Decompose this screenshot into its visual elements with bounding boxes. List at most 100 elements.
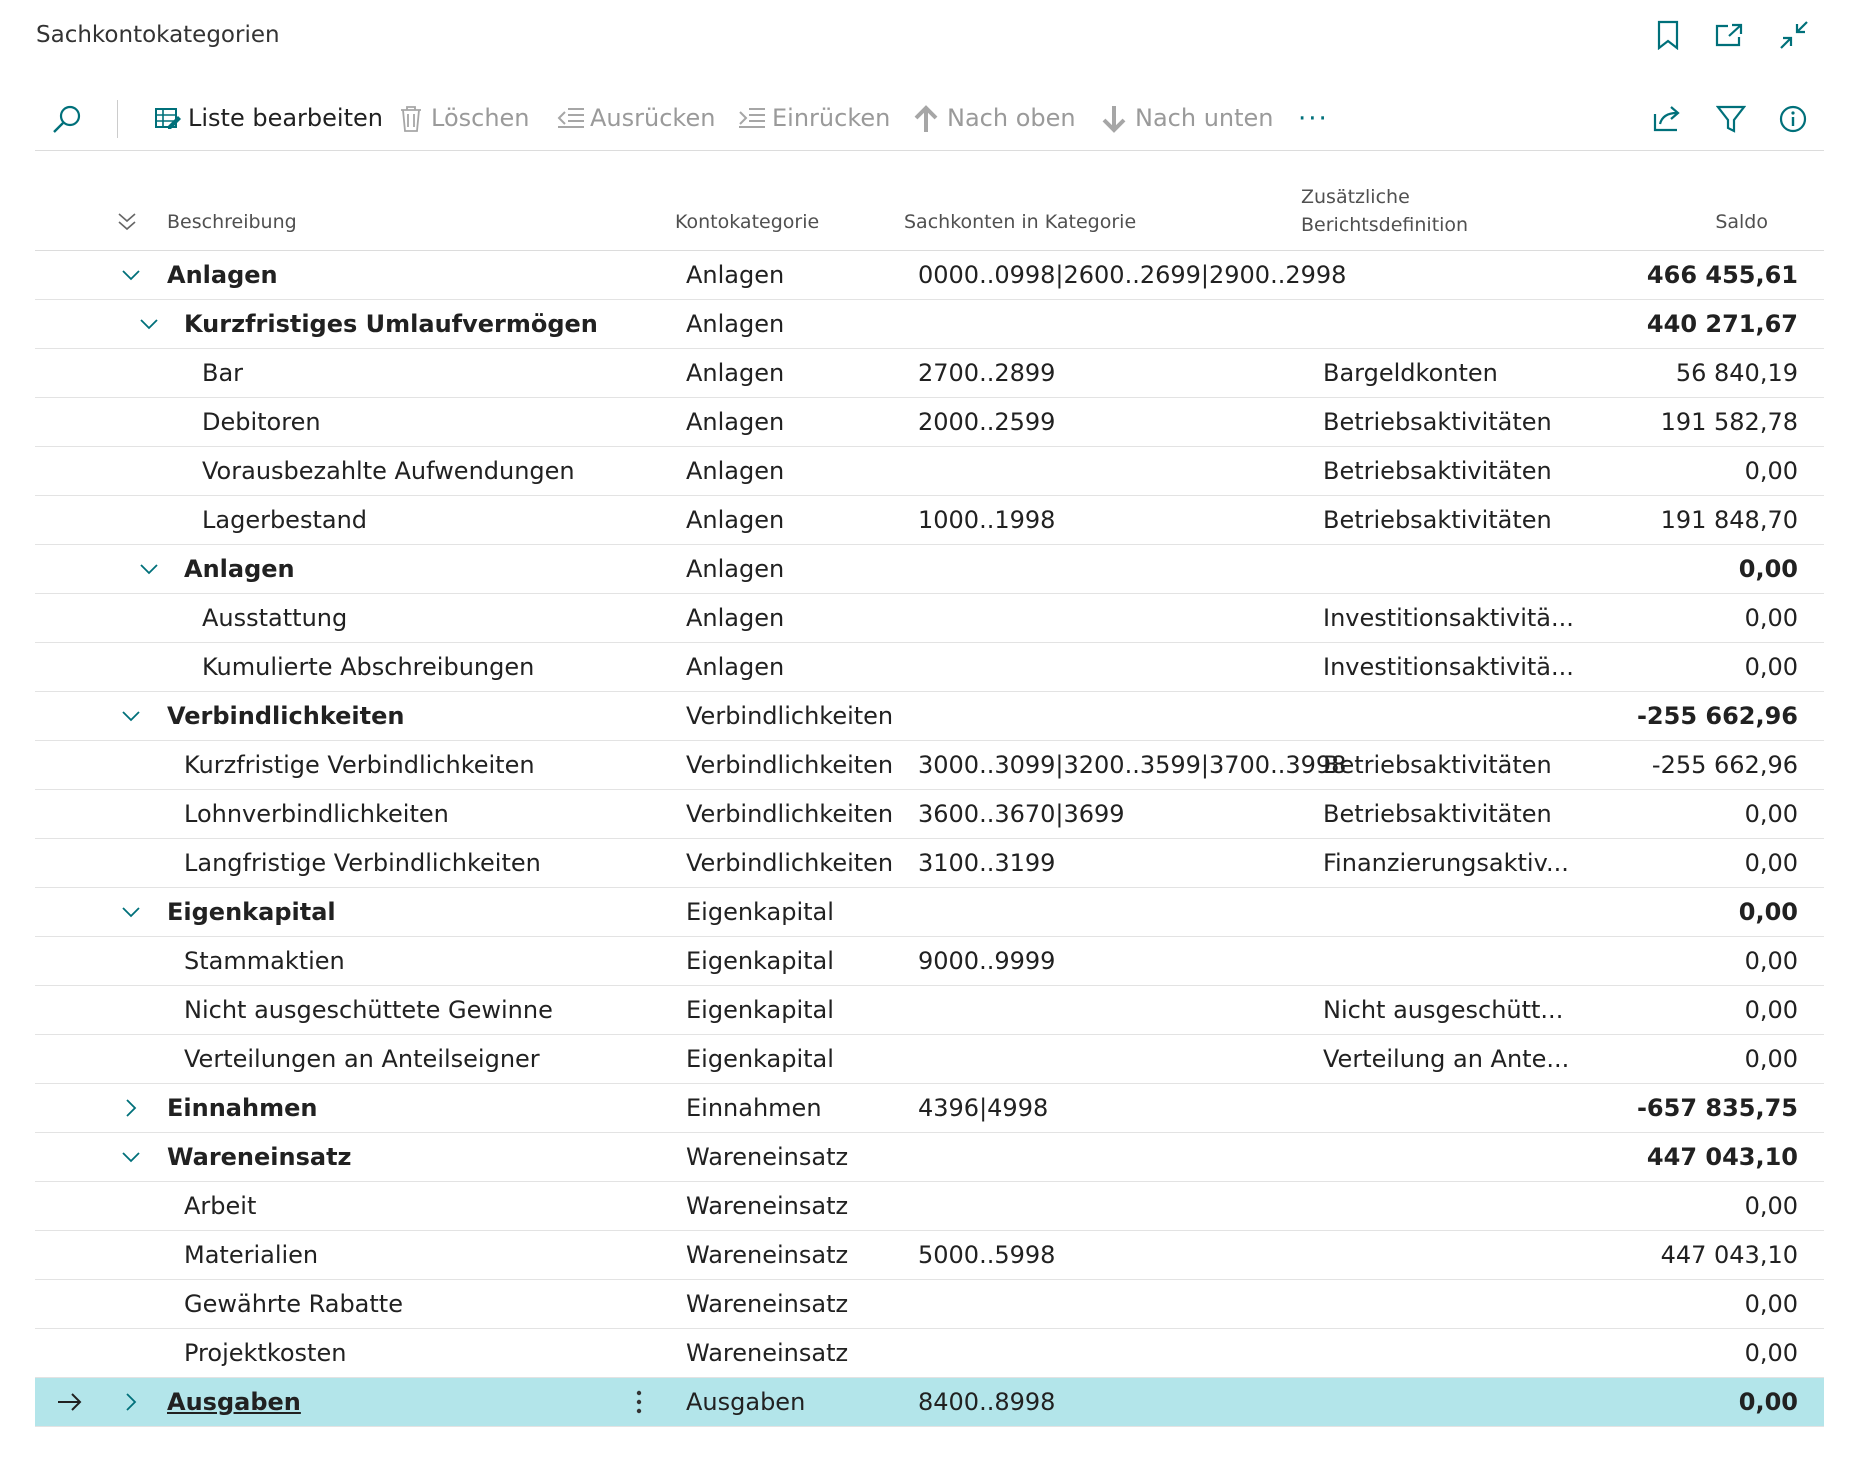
saldo: 0,00 (1744, 457, 1798, 485)
toolbar-button: Nach oben (947, 104, 1076, 132)
table-row[interactable]: Kumulierte Abschreibungen Anlagen Investit… (35, 643, 1824, 692)
table-row[interactable]: Kurzfristiges Umlaufvermögen Anlagen 440 2… (35, 300, 1824, 349)
info-icon[interactable] (1778, 104, 1808, 134)
column-header[interactable]: Beschreibung (167, 211, 297, 233)
column-header[interactable]: Sachkonten in Kategorie (904, 211, 1137, 233)
table-row[interactable]: Projektkosten Wareneinsatz 0,00 (35, 1329, 1824, 1378)
saldo: 191 848,70 (1660, 506, 1798, 534)
search-icon[interactable] (52, 104, 82, 134)
category: Eigenkapital (686, 947, 834, 975)
description: Nicht ausgeschüttete Gewinne (184, 996, 553, 1024)
icon (155, 108, 181, 129)
row-menu[interactable] (629, 1378, 649, 1427)
collapse-all-icon[interactable] (116, 211, 138, 233)
table-row[interactable]: Stammaktien Eigenkapital 9000..9999 0,00 (35, 937, 1824, 986)
description: Wareneinsatz (167, 1143, 352, 1171)
expander[interactable] (120, 1084, 142, 1133)
saldo: 0,00 (1744, 849, 1798, 877)
description: Kurzfristiges Umlaufvermögen (184, 310, 598, 338)
open-new-icon[interactable] (1714, 22, 1744, 48)
more-actions[interactable]: ··· (1298, 104, 1329, 134)
saldo: 466 455,61 (1646, 261, 1798, 289)
description: Anlagen (167, 261, 278, 289)
expander[interactable] (138, 545, 160, 594)
accounts: 3100..3199 (918, 849, 1056, 877)
saldo: 191 582,78 (1660, 408, 1798, 436)
table-row[interactable]: Debitoren Anlagen 2000..2599 Betriebsaktivi… (35, 398, 1824, 447)
table-row[interactable]: Verteilungen an Anteilseigner Eigenkapita… (35, 1035, 1824, 1084)
table-row[interactable]: Verbindlichkeiten Verbindlichkeiten -255 6… (35, 692, 1824, 741)
chevron-down (122, 907, 140, 918)
category: Eigenkapital (686, 1045, 834, 1073)
report-definition: Nicht ausgeschütt... (1323, 996, 1564, 1024)
table-row[interactable]: Langfristige Verbindlichkeiten Verbindlic… (35, 839, 1824, 888)
table-row[interactable]: Gewährte Rabatte Wareneinsatz 0,00 (35, 1280, 1824, 1329)
accounts: 5000..5998 (918, 1241, 1056, 1269)
category: Wareneinsatz (686, 1241, 849, 1269)
accounts: 0000..0998|2600..2699|2900..2998 (918, 261, 1347, 289)
column-header[interactable]: Zusätzliche Berichtsdefinition (1301, 186, 1469, 236)
category: Anlagen (686, 408, 785, 436)
table-row[interactable]: Ausstattung Anlagen Investitionsaktivitä..… (35, 594, 1824, 643)
description: Stammaktien (184, 947, 345, 975)
report-definition: Betriebsaktivitäten (1323, 408, 1552, 436)
icon (1102, 106, 1126, 133)
table-row[interactable]: Ausgaben Ausgaben 8400..8998 0,00 (35, 1378, 1824, 1427)
category: Wareneinsatz (686, 1290, 849, 1318)
description: Verteilungen an Anteilseigner (184, 1045, 540, 1073)
dots (636, 1390, 642, 1414)
filter-icon[interactable] (1716, 104, 1746, 134)
category: Verbindlichkeiten (686, 849, 894, 877)
saldo: 0,00 (1738, 898, 1798, 926)
description: Vorausbezahlte Aufwendungen (202, 457, 575, 485)
chevron-right (126, 1099, 137, 1117)
table-row[interactable]: Vorausbezahlte Aufwendungen Anlagen Betrie… (35, 447, 1824, 496)
toolbar-icon[interactable] (154, 104, 184, 138)
expander[interactable] (120, 251, 142, 300)
expander[interactable] (120, 888, 142, 937)
toolbar-icon (912, 104, 942, 138)
expander[interactable] (138, 300, 160, 349)
table-row[interactable]: Anlagen Anlagen 0,00 (35, 545, 1824, 594)
toolbar-button[interactable]: Liste bearbeiten (188, 104, 383, 132)
toolbar-button: Löschen (431, 104, 530, 132)
category: Anlagen (686, 506, 785, 534)
table-row[interactable]: Anlagen Anlagen 0000..0998|2600..2699|2900… (35, 251, 1824, 300)
saldo: 0,00 (1744, 1339, 1798, 1367)
accounts: 3600..3670|3699 (918, 800, 1125, 828)
icon (557, 108, 584, 128)
description: Eigenkapital (167, 898, 336, 926)
table-row[interactable]: Eigenkapital Eigenkapital 0,00 (35, 888, 1824, 937)
description: Ausstattung (202, 604, 348, 632)
description: Verbindlichkeiten (167, 702, 405, 730)
description: Einnahmen (167, 1094, 318, 1122)
collapse-icon[interactable] (1779, 20, 1809, 50)
report-definition: Investitionsaktivitä... (1323, 604, 1574, 632)
bookmark-icon[interactable] (1655, 20, 1681, 50)
category: Ausgaben (686, 1388, 806, 1416)
table-row[interactable]: Arbeit Wareneinsatz 0,00 (35, 1182, 1824, 1231)
table-row[interactable]: Kurzfristige Verbindlichkeiten Verbindlic… (35, 741, 1824, 790)
table-row[interactable]: Lohnverbindlichkeiten Verbindlichkeiten 36… (35, 790, 1824, 839)
separator (117, 100, 118, 138)
table-row[interactable]: Wareneinsatz Wareneinsatz 447 043,10 (35, 1133, 1824, 1182)
column-header[interactable]: Saldo (1715, 211, 1768, 233)
share-icon[interactable] (1652, 104, 1682, 132)
description: Bar (202, 359, 244, 387)
toolbar-divider (35, 150, 1824, 151)
chevron-down (122, 270, 140, 281)
table-row[interactable]: Bar Anlagen 2700..2899 Bargeldkonten 56 840,… (35, 349, 1824, 398)
page-title: Sachkontokategorien (36, 22, 280, 48)
description: Lohnverbindlichkeiten (184, 800, 449, 828)
table-row[interactable]: Lagerbestand Anlagen 1000..1998 Betriebsakt… (35, 496, 1824, 545)
report-definition: Bargeldkonten (1323, 359, 1498, 387)
table-row[interactable]: Materialien Wareneinsatz 5000..5998 447 043… (35, 1231, 1824, 1280)
accounts: 1000..1998 (918, 506, 1056, 534)
expander[interactable] (120, 692, 142, 741)
table-row[interactable]: Einnahmen Einnahmen 4396|4998 -657 835,75 (35, 1084, 1824, 1133)
description[interactable]: Ausgaben (167, 1388, 301, 1416)
expander[interactable] (120, 1378, 142, 1427)
table-row[interactable]: Nicht ausgeschüttete Gewinne Eigenkapital… (35, 986, 1824, 1035)
column-header[interactable]: Kontokategorie (675, 211, 820, 233)
expander[interactable] (120, 1133, 142, 1182)
